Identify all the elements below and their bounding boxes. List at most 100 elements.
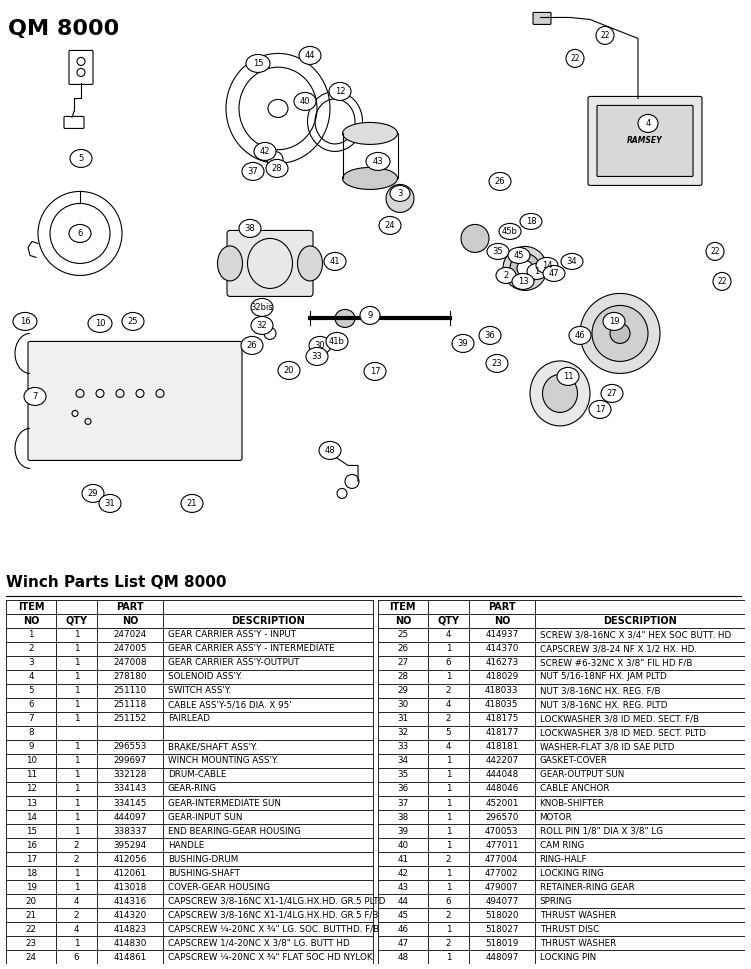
Text: 2: 2: [503, 271, 508, 280]
Text: 1: 1: [74, 701, 80, 709]
FancyBboxPatch shape: [533, 13, 551, 24]
FancyBboxPatch shape: [64, 116, 84, 129]
Text: 448097: 448097: [485, 953, 518, 961]
Circle shape: [580, 294, 660, 373]
FancyBboxPatch shape: [227, 231, 313, 297]
Text: PART: PART: [488, 602, 516, 611]
Text: 2: 2: [445, 714, 451, 724]
Text: 12: 12: [26, 785, 37, 794]
Text: 5: 5: [78, 154, 83, 163]
Text: 1: 1: [445, 924, 451, 933]
Text: NO: NO: [122, 616, 138, 626]
Text: 23: 23: [492, 359, 502, 368]
Text: DESCRIPTION: DESCRIPTION: [231, 616, 305, 626]
Text: 6: 6: [29, 701, 34, 709]
Text: ITEM: ITEM: [18, 602, 44, 611]
FancyBboxPatch shape: [69, 50, 93, 84]
Text: 477004: 477004: [485, 855, 519, 863]
Text: 46: 46: [397, 924, 409, 933]
Text: 1: 1: [445, 813, 451, 822]
Text: 1: 1: [74, 883, 80, 891]
Text: 42: 42: [397, 868, 409, 878]
Text: 418177: 418177: [485, 729, 518, 737]
Text: 32: 32: [257, 321, 267, 329]
Text: WASHER-FLAT 3/8 ID SAE PLTD: WASHER-FLAT 3/8 ID SAE PLTD: [539, 742, 674, 751]
Text: 1: 1: [74, 939, 80, 948]
Text: 414316: 414316: [113, 896, 146, 906]
Text: 31: 31: [397, 714, 409, 724]
Ellipse shape: [82, 484, 104, 503]
Text: 33: 33: [312, 352, 322, 360]
Text: GEAR-INPUT SUN: GEAR-INPUT SUN: [167, 813, 243, 822]
Text: Winch Parts List QM 8000: Winch Parts List QM 8000: [6, 575, 227, 590]
Text: 26: 26: [246, 341, 258, 350]
Text: QM 8000: QM 8000: [8, 19, 119, 40]
Text: KNOB-SHIFTER: KNOB-SHIFTER: [539, 798, 605, 807]
Text: 4: 4: [445, 631, 451, 640]
Ellipse shape: [122, 312, 144, 330]
Text: LOCKWASHER 3/8 ID MED. SECT. PLTD: LOCKWASHER 3/8 ID MED. SECT. PLTD: [539, 729, 705, 737]
Text: NO: NO: [23, 616, 39, 626]
Text: RING-HALF: RING-HALF: [539, 855, 587, 863]
Text: CAPSCREW ¼-20NC X ¾" LG. SOC. BUTTHD. F/B: CAPSCREW ¼-20NC X ¾" LG. SOC. BUTTHD. F/…: [167, 924, 379, 933]
Ellipse shape: [364, 362, 386, 381]
Text: 251118: 251118: [113, 701, 146, 709]
Text: FAIRLEAD: FAIRLEAD: [167, 714, 210, 724]
Text: 37: 37: [248, 167, 258, 176]
Text: QTY: QTY: [65, 616, 88, 626]
Text: 395294: 395294: [113, 840, 146, 850]
Text: 418029: 418029: [485, 672, 518, 681]
Text: 14: 14: [26, 813, 37, 822]
Text: 1: 1: [74, 813, 80, 822]
Circle shape: [510, 254, 540, 284]
Text: 44: 44: [397, 896, 409, 906]
Ellipse shape: [379, 216, 401, 234]
Text: 251152: 251152: [113, 714, 146, 724]
Text: 418175: 418175: [485, 714, 518, 724]
Text: 21: 21: [26, 911, 37, 920]
Text: THRUST WASHER: THRUST WASHER: [539, 939, 616, 948]
Text: GASKET-COVER: GASKET-COVER: [539, 757, 608, 766]
Text: CABLE ANCHOR: CABLE ANCHOR: [539, 785, 609, 794]
Text: 1: 1: [445, 827, 451, 835]
FancyBboxPatch shape: [28, 341, 242, 460]
Text: 15: 15: [26, 827, 37, 835]
Text: 296570: 296570: [485, 813, 518, 822]
Text: 38: 38: [397, 813, 409, 822]
Text: 42: 42: [260, 147, 270, 156]
Text: 21: 21: [187, 499, 198, 508]
Text: 22: 22: [710, 247, 719, 256]
Text: 247024: 247024: [113, 631, 146, 640]
Text: 10: 10: [26, 757, 37, 766]
Text: 2: 2: [29, 644, 34, 653]
Text: 25: 25: [128, 317, 138, 326]
Ellipse shape: [88, 314, 112, 332]
Text: THRUST WASHER: THRUST WASHER: [539, 911, 616, 920]
Ellipse shape: [342, 168, 397, 189]
Text: 32bis: 32bis: [251, 303, 273, 312]
Text: 296553: 296553: [113, 742, 147, 751]
Text: 26: 26: [495, 177, 505, 186]
Text: 27: 27: [397, 658, 409, 668]
Text: 413018: 413018: [113, 883, 147, 891]
Text: 414937: 414937: [485, 631, 518, 640]
Text: 17: 17: [26, 855, 37, 863]
Text: 1: 1: [74, 742, 80, 751]
Text: 17: 17: [595, 405, 605, 414]
Ellipse shape: [239, 219, 261, 237]
Ellipse shape: [496, 267, 516, 284]
Ellipse shape: [390, 185, 410, 202]
Text: 16: 16: [20, 317, 30, 326]
Ellipse shape: [603, 312, 625, 330]
Text: 29: 29: [397, 686, 409, 696]
Text: 13: 13: [517, 277, 528, 286]
Text: 16: 16: [26, 840, 37, 850]
Text: 414370: 414370: [485, 644, 518, 653]
Text: 251110: 251110: [113, 686, 146, 696]
Text: GEAR-INTERMEDIATE SUN: GEAR-INTERMEDIATE SUN: [167, 798, 281, 807]
Text: 479007: 479007: [485, 883, 519, 891]
Ellipse shape: [99, 494, 121, 513]
Text: 247005: 247005: [113, 644, 147, 653]
Text: 11: 11: [562, 372, 573, 381]
Text: 448046: 448046: [485, 785, 518, 794]
